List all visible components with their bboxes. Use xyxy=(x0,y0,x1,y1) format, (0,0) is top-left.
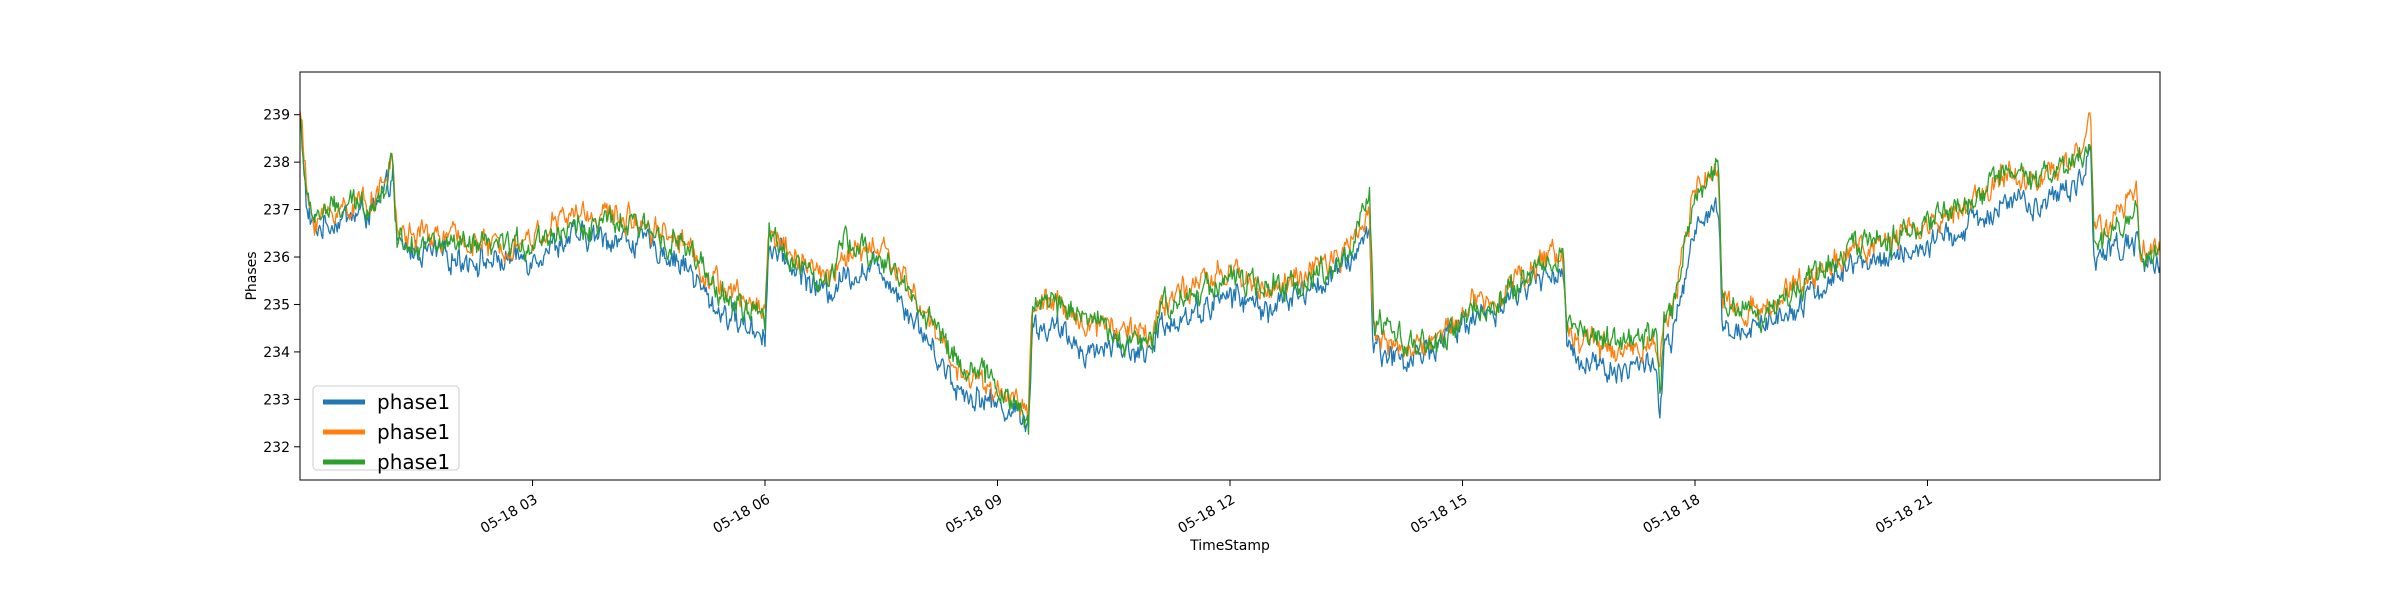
y-tick-label: 237 xyxy=(263,203,290,219)
y-tick-label: 238 xyxy=(263,155,290,171)
legend-label-3: phase1 xyxy=(377,450,450,474)
y-tick-label: 235 xyxy=(263,297,290,313)
y-tick-label: 232 xyxy=(263,440,290,456)
y-axis: 232 233 234 235 236 237 238 239 xyxy=(263,108,300,456)
legend: phase1 phase1 phase1 xyxy=(312,385,460,474)
y-axis-label: Phases xyxy=(244,251,260,300)
series-line-2 xyxy=(300,110,2160,417)
legend-label-1: phase1 xyxy=(377,390,450,414)
y-tick-label: 233 xyxy=(263,392,290,408)
legend-box xyxy=(312,385,460,471)
y-tick-label: 239 xyxy=(263,108,290,124)
x-axis-label: TimeStamp xyxy=(1189,538,1270,554)
series-layer xyxy=(300,110,2160,435)
y-tick-label: 236 xyxy=(263,250,290,266)
series-line-3 xyxy=(300,115,2160,435)
y-tick-label: 234 xyxy=(263,345,290,361)
legend-label-2: phase1 xyxy=(377,420,450,444)
